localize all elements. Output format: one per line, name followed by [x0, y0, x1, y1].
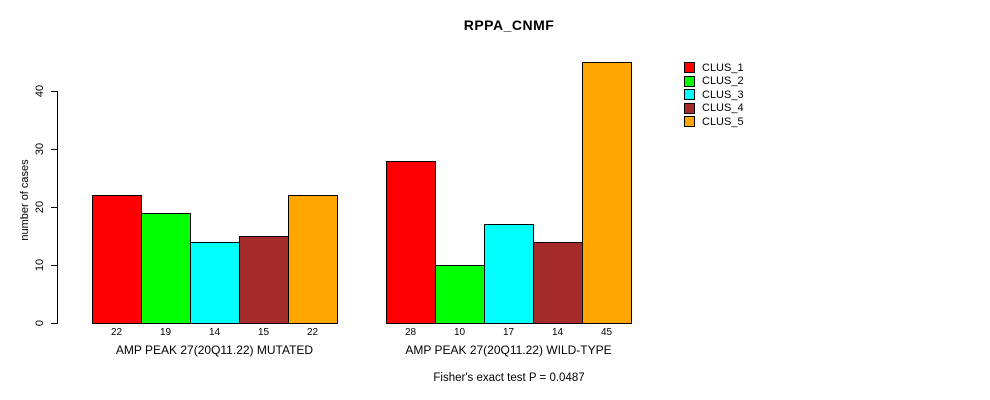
y-tick-label: 0 — [34, 319, 46, 327]
legend-label: CLUS_5 — [702, 115, 744, 128]
y-tick — [51, 323, 57, 324]
bar — [190, 242, 240, 324]
group-label: AMP PEAK 27(20Q11.22) WILD-TYPE — [405, 343, 612, 357]
y-tick — [51, 265, 57, 266]
legend-entry: CLUS_5 — [684, 115, 744, 129]
bar-value-label: 28 — [404, 327, 417, 338]
bar — [484, 224, 534, 324]
legend-entry: CLUS_1 — [684, 61, 744, 75]
bar-value-label: 17 — [502, 327, 515, 338]
legend-label: CLUS_4 — [702, 102, 744, 115]
legend-entry: CLUS_2 — [684, 75, 744, 89]
legend-swatch — [684, 62, 695, 74]
bar — [386, 161, 436, 324]
y-tick — [51, 207, 57, 208]
y-tick-label: 20 — [34, 200, 46, 214]
bar-value-label: 15 — [257, 327, 270, 338]
legend-label: CLUS_1 — [702, 61, 744, 74]
legend-swatch — [684, 116, 695, 128]
bar-value-label: 22 — [110, 327, 123, 338]
group-label: AMP PEAK 27(20Q11.22) MUTATED — [115, 343, 314, 357]
bar-value-label: 19 — [159, 327, 172, 338]
y-tick — [51, 91, 57, 92]
bar — [533, 242, 583, 324]
legend-label: CLUS_3 — [702, 88, 744, 101]
y-axis-label: number of cases — [19, 159, 31, 241]
bar-value-label: 45 — [600, 327, 613, 338]
y-tick — [51, 149, 57, 150]
legend: CLUS_1 CLUS_2 CLUS_3 CLUS_4 CLUS_5 — [684, 61, 744, 129]
y-axis-line — [57, 91, 58, 324]
bar-value-label: 14 — [208, 327, 221, 338]
legend-label: CLUS_2 — [702, 75, 744, 88]
bar-value-label: 22 — [306, 327, 319, 338]
bar-value-label: 10 — [453, 327, 466, 338]
fisher-test-annotation: Fisher's exact test P = 0.0487 — [433, 372, 585, 384]
legend-swatch — [684, 102, 695, 114]
y-tick-label: 40 — [34, 84, 46, 98]
bar — [92, 195, 142, 324]
bar — [239, 236, 289, 324]
bar-value-label: 14 — [551, 327, 564, 338]
y-tick-label: 10 — [34, 258, 46, 272]
bar — [582, 62, 632, 324]
bar — [141, 213, 191, 324]
legend-swatch — [684, 75, 695, 87]
y-tick-label: 30 — [34, 142, 46, 156]
bar — [288, 195, 338, 324]
legend-swatch — [684, 89, 695, 101]
legend-entry: CLUS_3 — [684, 88, 744, 102]
chart-title: RPPA_CNMF — [463, 17, 555, 33]
legend-entry: CLUS_4 — [684, 102, 744, 116]
bar — [435, 265, 485, 324]
